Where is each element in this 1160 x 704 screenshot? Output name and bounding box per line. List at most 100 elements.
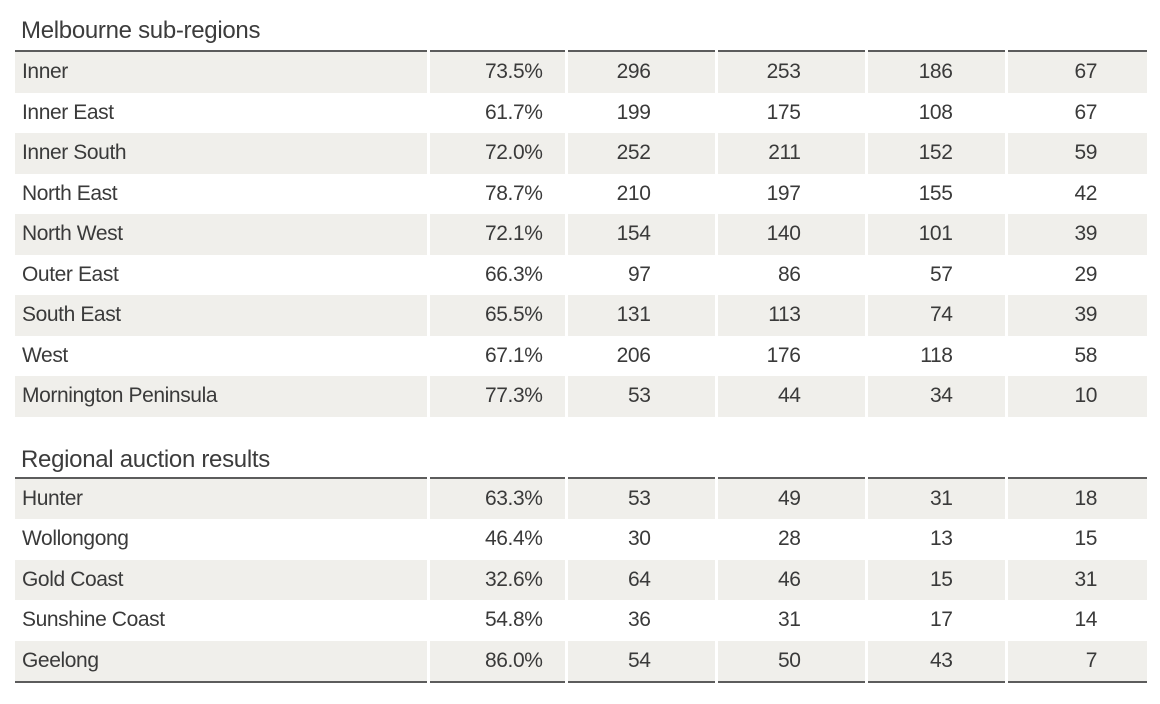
value-cell: 31	[1004, 559, 1147, 600]
value-cell: 210	[564, 173, 716, 214]
value-cell: 44	[714, 376, 866, 417]
table-row: Gold Coast 32.6% 64 46 15 31	[15, 559, 1147, 600]
value-cell: 42	[1004, 173, 1147, 214]
value-cell: 34	[864, 376, 1006, 417]
value-cell: 152	[864, 133, 1006, 174]
region-name-cell: Wollongong	[15, 519, 428, 560]
table-row: Hunter 63.3% 53 49 31 18	[15, 477, 1147, 519]
value-cell: 53	[564, 477, 716, 519]
table-row: North West 72.1% 154 140 101 39	[15, 214, 1147, 255]
region-name-cell: South East	[15, 295, 428, 336]
region-name-cell: Hunter	[15, 477, 428, 519]
value-cell: 86	[714, 254, 866, 295]
value-cell: 155	[864, 173, 1006, 214]
regional-table: Hunter 63.3% 53 49 31 18 Wollongong 46.4% 30 28 13…	[15, 476, 1147, 683]
value-cell: 118	[864, 335, 1006, 376]
value-cell: 186	[864, 51, 1006, 93]
clearance-rate-cell: 65.5%	[426, 295, 566, 336]
region-name-cell: North West	[15, 214, 428, 255]
value-cell: 252	[564, 133, 716, 174]
region-name-cell: Sunshine Coast	[15, 600, 428, 641]
region-name-cell: Outer East	[15, 254, 428, 295]
value-cell: 29	[1004, 254, 1147, 295]
clearance-rate-cell: 77.3%	[426, 376, 566, 417]
value-cell: 211	[714, 133, 866, 174]
value-cell: 131	[564, 295, 716, 336]
value-cell: 197	[714, 173, 866, 214]
value-cell: 253	[714, 51, 866, 93]
value-cell: 57	[864, 254, 1006, 295]
value-cell: 15	[1004, 519, 1147, 560]
table-row: South East 65.5% 131 113 74 39	[15, 295, 1147, 336]
value-cell: 64	[564, 559, 716, 600]
clearance-rate-cell: 72.1%	[426, 214, 566, 255]
value-cell: 296	[564, 51, 716, 93]
value-cell: 59	[1004, 133, 1147, 174]
value-cell: 30	[564, 519, 716, 560]
value-cell: 10	[1004, 376, 1147, 417]
value-cell: 97	[564, 254, 716, 295]
table-row: Geelong 86.0% 54 50 43 7	[15, 640, 1147, 682]
region-name-cell: Inner East	[15, 92, 428, 133]
value-cell: 67	[1004, 51, 1147, 93]
value-cell: 176	[714, 335, 866, 376]
table-row: Inner East 61.7% 199 175 108 67	[15, 92, 1147, 133]
value-cell: 74	[864, 295, 1006, 336]
melbourne-table: Inner 73.5% 296 253 186 67 Inner East 61.7% 199 1…	[15, 50, 1147, 417]
value-cell: 39	[1004, 295, 1147, 336]
value-cell: 101	[864, 214, 1006, 255]
value-cell: 31	[864, 477, 1006, 519]
clearance-rate-cell: 54.8%	[426, 600, 566, 641]
value-cell: 18	[1004, 477, 1147, 519]
region-name-cell: Mornington Peninsula	[15, 376, 428, 417]
value-cell: 15	[864, 559, 1006, 600]
value-cell: 46	[714, 559, 866, 600]
melbourne-section-title: Melbourne sub-regions	[21, 17, 261, 44]
regional-table-body: Hunter 63.3% 53 49 31 18 Wollongong 46.4% 30 28 13…	[15, 477, 1147, 682]
value-cell: 53	[564, 376, 716, 417]
value-cell: 50	[714, 640, 866, 682]
region-name-cell: Inner South	[15, 133, 428, 174]
clearance-rate-cell: 67.1%	[426, 335, 566, 376]
value-cell: 14	[1004, 600, 1147, 641]
value-cell: 36	[564, 600, 716, 641]
region-name-cell: Geelong	[15, 640, 428, 682]
value-cell: 13	[864, 519, 1006, 560]
table-row: Wollongong 46.4% 30 28 13 15	[15, 519, 1147, 560]
value-cell: 199	[564, 92, 716, 133]
region-name-cell: North East	[15, 173, 428, 214]
value-cell: 43	[864, 640, 1006, 682]
region-name-cell: Gold Coast	[15, 559, 428, 600]
melbourne-table-body: Inner 73.5% 296 253 186 67 Inner East 61.7% 199 1…	[15, 51, 1147, 417]
value-cell: 154	[564, 214, 716, 255]
value-cell: 140	[714, 214, 866, 255]
auction-results-document: Melbourne sub-regions Inner 73.5% 296 253 18…	[15, 0, 1147, 683]
regional-section-title: Regional auction results	[21, 445, 270, 473]
value-cell: 206	[564, 335, 716, 376]
table-row: Outer East 66.3% 97 86 57 29	[15, 254, 1147, 295]
clearance-rate-cell: 63.3%	[426, 477, 566, 519]
value-cell: 67	[1004, 92, 1147, 133]
clearance-rate-cell: 78.7%	[426, 173, 566, 214]
value-cell: 54	[564, 640, 716, 682]
region-name-cell: West	[15, 335, 428, 376]
table-row: West 67.1% 206 176 118 58	[15, 335, 1147, 376]
value-cell: 17	[864, 600, 1006, 641]
clearance-rate-cell: 66.3%	[426, 254, 566, 295]
value-cell: 175	[714, 92, 866, 133]
value-cell: 31	[714, 600, 866, 641]
clearance-rate-cell: 46.4%	[426, 519, 566, 560]
table-row: North East 78.7% 210 197 155 42	[15, 173, 1147, 214]
value-cell: 108	[864, 92, 1006, 133]
clearance-rate-cell: 61.7%	[426, 92, 566, 133]
table-row: Inner 73.5% 296 253 186 67	[15, 51, 1147, 93]
clearance-rate-cell: 72.0%	[426, 133, 566, 174]
value-cell: 39	[1004, 214, 1147, 255]
table-row: Inner South 72.0% 252 211 152 59	[15, 133, 1147, 174]
region-name-cell: Inner	[15, 51, 428, 93]
value-cell: 7	[1004, 640, 1147, 682]
clearance-rate-cell: 32.6%	[426, 559, 566, 600]
table-row: Mornington Peninsula 77.3% 53 44 34 10	[15, 376, 1147, 417]
value-cell: 49	[714, 477, 866, 519]
value-cell: 113	[714, 295, 866, 336]
